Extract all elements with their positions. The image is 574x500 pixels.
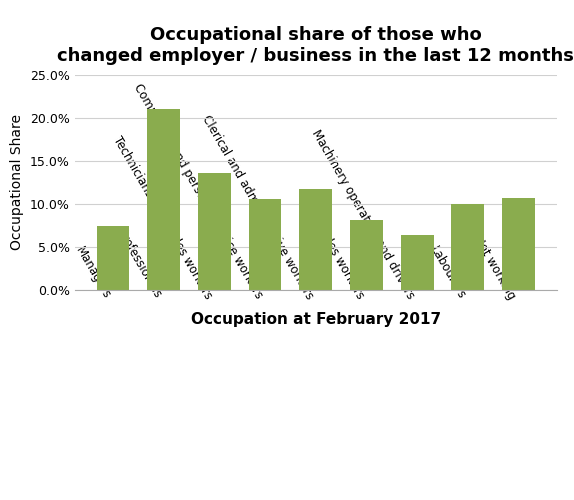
- Bar: [249, 199, 281, 290]
- Bar: [96, 226, 130, 290]
- Bar: [451, 204, 484, 290]
- Bar: [502, 198, 535, 290]
- Bar: [147, 108, 180, 290]
- Bar: [299, 188, 332, 290]
- Bar: [401, 235, 433, 290]
- Bar: [198, 173, 231, 290]
- Title: Occupational share of those who
changed employer / business in the last 12 month: Occupational share of those who changed …: [57, 26, 574, 65]
- X-axis label: Occupation at February 2017: Occupation at February 2017: [191, 312, 441, 328]
- Y-axis label: Occupational Share: Occupational Share: [10, 114, 24, 250]
- Bar: [350, 220, 383, 290]
